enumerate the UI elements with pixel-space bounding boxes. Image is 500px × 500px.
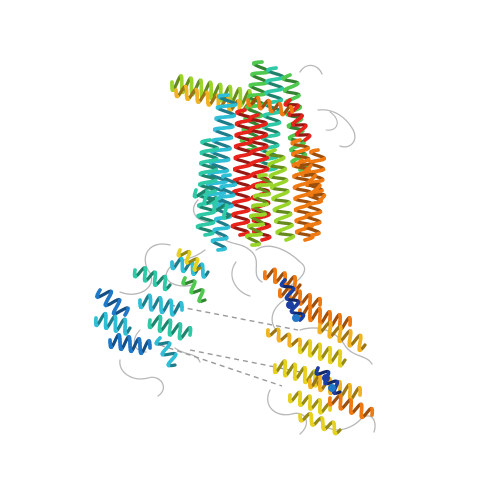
helix-front-segment: [318, 196, 324, 202]
helix-front-segment: [212, 208, 217, 213]
helix-back-strand: [290, 138, 315, 242]
helix-front-segment: [323, 381, 328, 386]
helix: [181, 276, 207, 304]
dashed-linker: [189, 349, 301, 373]
ligand-atom: [286, 301, 294, 309]
helix: [176, 248, 202, 272]
coil-loop: [299, 64, 323, 75]
helix-back-strand: [266, 327, 302, 348]
helix-front-segment: [222, 215, 227, 220]
coil-loop: [214, 231, 263, 283]
helix-front-segment: [260, 237, 268, 242]
helix: [327, 394, 375, 420]
helix-front-segment: [284, 237, 292, 242]
coil-loop: [119, 243, 171, 295]
ligand-atom: [322, 374, 330, 382]
dashed-linker: [159, 344, 283, 387]
helix: [204, 93, 238, 207]
helix: [295, 158, 327, 202]
coil-loop: [165, 249, 206, 287]
coil-loop: [174, 347, 201, 363]
helix-front-segment: [314, 371, 319, 376]
alpha-helices: [94, 60, 375, 436]
helix: [246, 95, 294, 117]
coil-loop: [299, 327, 373, 365]
helix-front-segment: [192, 267, 197, 272]
helix-front-segment: [184, 260, 189, 265]
helix-front-segment: [298, 316, 304, 322]
helix-front-segment: [303, 136, 310, 142]
dashed-linker-segments: [159, 304, 301, 387]
helix: [317, 320, 367, 353]
helix-front-segment: [332, 390, 337, 396]
helix: [265, 148, 296, 242]
helix-back-strand: [279, 278, 306, 322]
helix-front-segment: [303, 237, 311, 242]
ligand-atom: [292, 314, 300, 322]
helix-front-segment: [95, 294, 100, 300]
helix: [297, 339, 347, 368]
helix: [132, 266, 172, 292]
helix: [95, 288, 130, 317]
helix-front-segment: [181, 281, 186, 286]
helix-front-segment: [189, 290, 194, 295]
helix-front-segment: [202, 201, 207, 206]
helix: [272, 359, 322, 388]
helix-front-segment: [103, 303, 108, 308]
coil-loop: [231, 261, 251, 297]
coil-loop: [317, 109, 356, 148]
helix-front-segment: [111, 311, 116, 316]
helix: [279, 278, 306, 322]
helix-front-segment: [197, 298, 202, 304]
coil-loop: [119, 359, 164, 397]
helix-back-strand: [196, 138, 219, 237]
helix-front-segment: [238, 232, 246, 237]
helix: [244, 173, 273, 247]
helix: [192, 188, 232, 220]
coil-loop: [267, 389, 308, 435]
helix-front-segment: [123, 310, 129, 317]
helix-front-segment: [192, 194, 198, 199]
helix: [94, 311, 132, 336]
helix-front-segment: [310, 232, 317, 237]
dashed-linker: [169, 304, 299, 331]
helix-front-segment: [176, 253, 181, 258]
helix: [138, 293, 184, 317]
helix: [108, 333, 152, 356]
helix: [298, 411, 342, 436]
helix: [154, 336, 178, 368]
coil-loop: [325, 111, 338, 131]
ligand-atom: [328, 384, 336, 392]
helix: [262, 267, 302, 292]
coil-loop: [193, 199, 211, 223]
helix: [265, 327, 303, 348]
coil-loop: [319, 415, 376, 433]
helix-front-segment: [203, 232, 211, 237]
helix: [147, 314, 193, 341]
helix-back-strand: [95, 288, 130, 317]
helix: [283, 98, 312, 142]
